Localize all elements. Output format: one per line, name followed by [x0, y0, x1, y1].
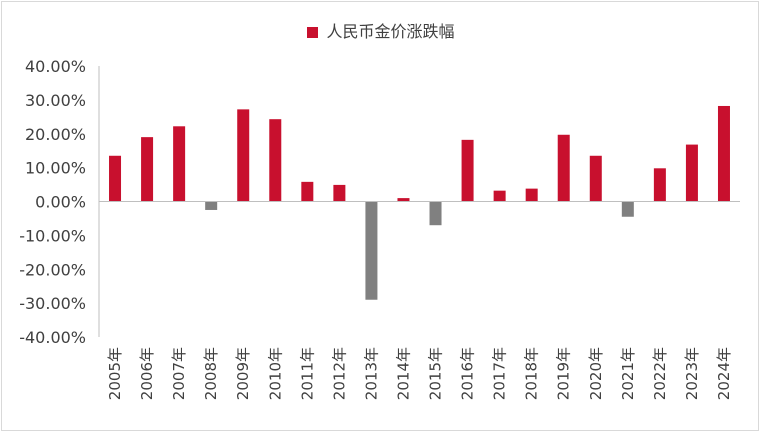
y-tick-label: 20.00% — [25, 125, 86, 144]
x-tick-label: 2011年 — [298, 347, 316, 400]
bar-2006年 — [141, 137, 154, 202]
bar-2007年 — [173, 126, 186, 202]
x-tick-label: 2023年 — [683, 347, 701, 400]
x-tick-label: 2007年 — [170, 347, 188, 400]
bar-2015年 — [429, 201, 442, 226]
bar-2020年 — [589, 155, 602, 202]
x-tick-label: 2008年 — [202, 347, 220, 400]
x-tick-label: 2017年 — [491, 347, 509, 400]
x-tick-label: 2005年 — [106, 347, 124, 400]
x-tick-label: 2009年 — [234, 347, 252, 400]
legend: 人民币金价涨跌幅 — [0, 18, 762, 42]
bar-2018年 — [525, 188, 538, 202]
x-tick-label: 2014年 — [394, 347, 412, 400]
y-tick-label: 0.00% — [35, 193, 86, 212]
y-tick-label: -30.00% — [19, 294, 86, 313]
bar-2017年 — [493, 190, 506, 202]
legend-label: 人民币金价涨跌幅 — [326, 22, 455, 41]
y-tick-label: -20.00% — [19, 260, 86, 279]
x-tick-label: 2010年 — [266, 347, 284, 400]
x-tick-label: 2016年 — [459, 347, 477, 400]
x-tick-label: 2022年 — [651, 347, 669, 400]
x-tick-label: 2018年 — [523, 347, 541, 400]
y-axis-ticks: -40.00% -30.00% -20.00% -10.00% 0.00% 10.00% 2… — [19, 57, 86, 347]
bar-2010年 — [269, 119, 282, 202]
bar-2021年 — [621, 201, 634, 217]
x-axis-ticks: 2005年 2006年 2007年 2008年 2009年 2010年 2011年 2012年… — [106, 347, 733, 400]
y-tick-label: -10.00% — [19, 226, 86, 245]
y-tick-label: 30.00% — [25, 91, 86, 110]
bar-2008年 — [205, 201, 218, 210]
bar-2005年 — [109, 155, 122, 202]
bar-2011年 — [301, 181, 314, 202]
x-tick-label: 2013年 — [362, 347, 380, 400]
bar-2024年 — [717, 105, 730, 202]
bar-2013年 — [365, 201, 378, 300]
legend-swatch — [307, 27, 319, 38]
bar-2012年 — [333, 184, 346, 202]
bars — [109, 105, 730, 300]
bar-2009年 — [237, 109, 250, 202]
y-tick-label: 40.00% — [25, 57, 86, 76]
x-tick-label: 2020年 — [587, 347, 605, 400]
x-tick-label: 2015年 — [427, 347, 445, 400]
x-tick-label: 2012年 — [330, 347, 348, 400]
y-tick-label: -40.00% — [19, 328, 86, 347]
bar-2014年 — [397, 198, 410, 202]
x-tick-label: 2021年 — [619, 347, 637, 400]
bar-2016年 — [461, 139, 474, 202]
x-tick-label: 2019年 — [555, 347, 573, 400]
bar-2023年 — [685, 144, 698, 202]
x-tick-label: 2006年 — [138, 347, 156, 400]
x-tick-label: 2024年 — [715, 347, 733, 400]
bar-2022年 — [653, 168, 666, 202]
y-tick-label: 10.00% — [25, 159, 86, 178]
bar-2019年 — [557, 134, 570, 202]
